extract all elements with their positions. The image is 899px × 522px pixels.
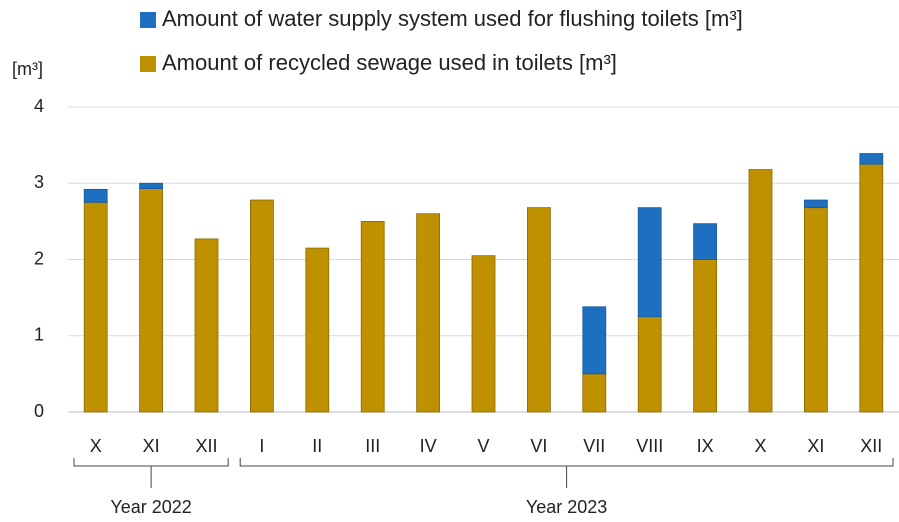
y-tick-label: 2 (34, 248, 44, 268)
y-tick-label: 4 (34, 96, 44, 116)
bar-segment (416, 213, 441, 413)
bar-segment (471, 255, 496, 413)
bar-segment (859, 163, 884, 413)
x-tick-label: V (477, 436, 489, 456)
legend-swatch (140, 56, 156, 72)
legend-swatch (140, 12, 156, 28)
x-tick-label: VI (530, 436, 547, 456)
x-tick-label: VIII (636, 436, 663, 456)
x-tick-label: XII (860, 436, 882, 456)
bar-segment (693, 259, 717, 413)
bar-segment (83, 188, 108, 203)
bar-segment (360, 220, 385, 413)
group-label: Year 2023 (526, 497, 607, 517)
bar-segment (582, 306, 607, 375)
bar-segment (249, 199, 274, 413)
bar-segment (859, 153, 884, 165)
x-tick-label: II (312, 436, 322, 456)
y-axis-label: [m³] (12, 59, 43, 79)
bar-segment (637, 207, 662, 318)
x-tick-label: III (365, 436, 380, 456)
bar-segment (582, 373, 607, 413)
bar-segment (748, 169, 773, 413)
x-tick-label: IX (697, 436, 714, 456)
bar-segment (637, 316, 662, 413)
y-tick-label: 0 (34, 401, 44, 421)
bar-segment (83, 201, 108, 413)
bar-segment (139, 188, 164, 413)
x-tick-label: XI (143, 436, 160, 456)
x-tick-label: XII (195, 436, 217, 456)
group-bracket (239, 458, 894, 488)
x-tick-label: I (259, 436, 264, 456)
x-tick-label: X (754, 436, 766, 456)
legend-text: Amount of recycled sewage used in toilet… (162, 50, 617, 75)
x-tick-label: IV (420, 436, 437, 456)
bar-segment (693, 223, 717, 260)
bar-segment (194, 238, 219, 413)
y-tick-label: 3 (34, 172, 44, 192)
x-tick-label: VII (583, 436, 605, 456)
group-bracket (73, 458, 229, 488)
x-tick-label: XI (807, 436, 824, 456)
x-tick-label: X (90, 436, 102, 456)
bar-segment (139, 182, 164, 189)
y-tick-label: 1 (34, 325, 44, 345)
group-label: Year 2022 (110, 497, 191, 517)
bar-segment (804, 199, 828, 209)
legend-text: Amount of water supply system used for f… (162, 6, 743, 31)
bar-segment (804, 207, 828, 413)
bar-segment (527, 207, 551, 413)
bar-segment (305, 247, 330, 413)
